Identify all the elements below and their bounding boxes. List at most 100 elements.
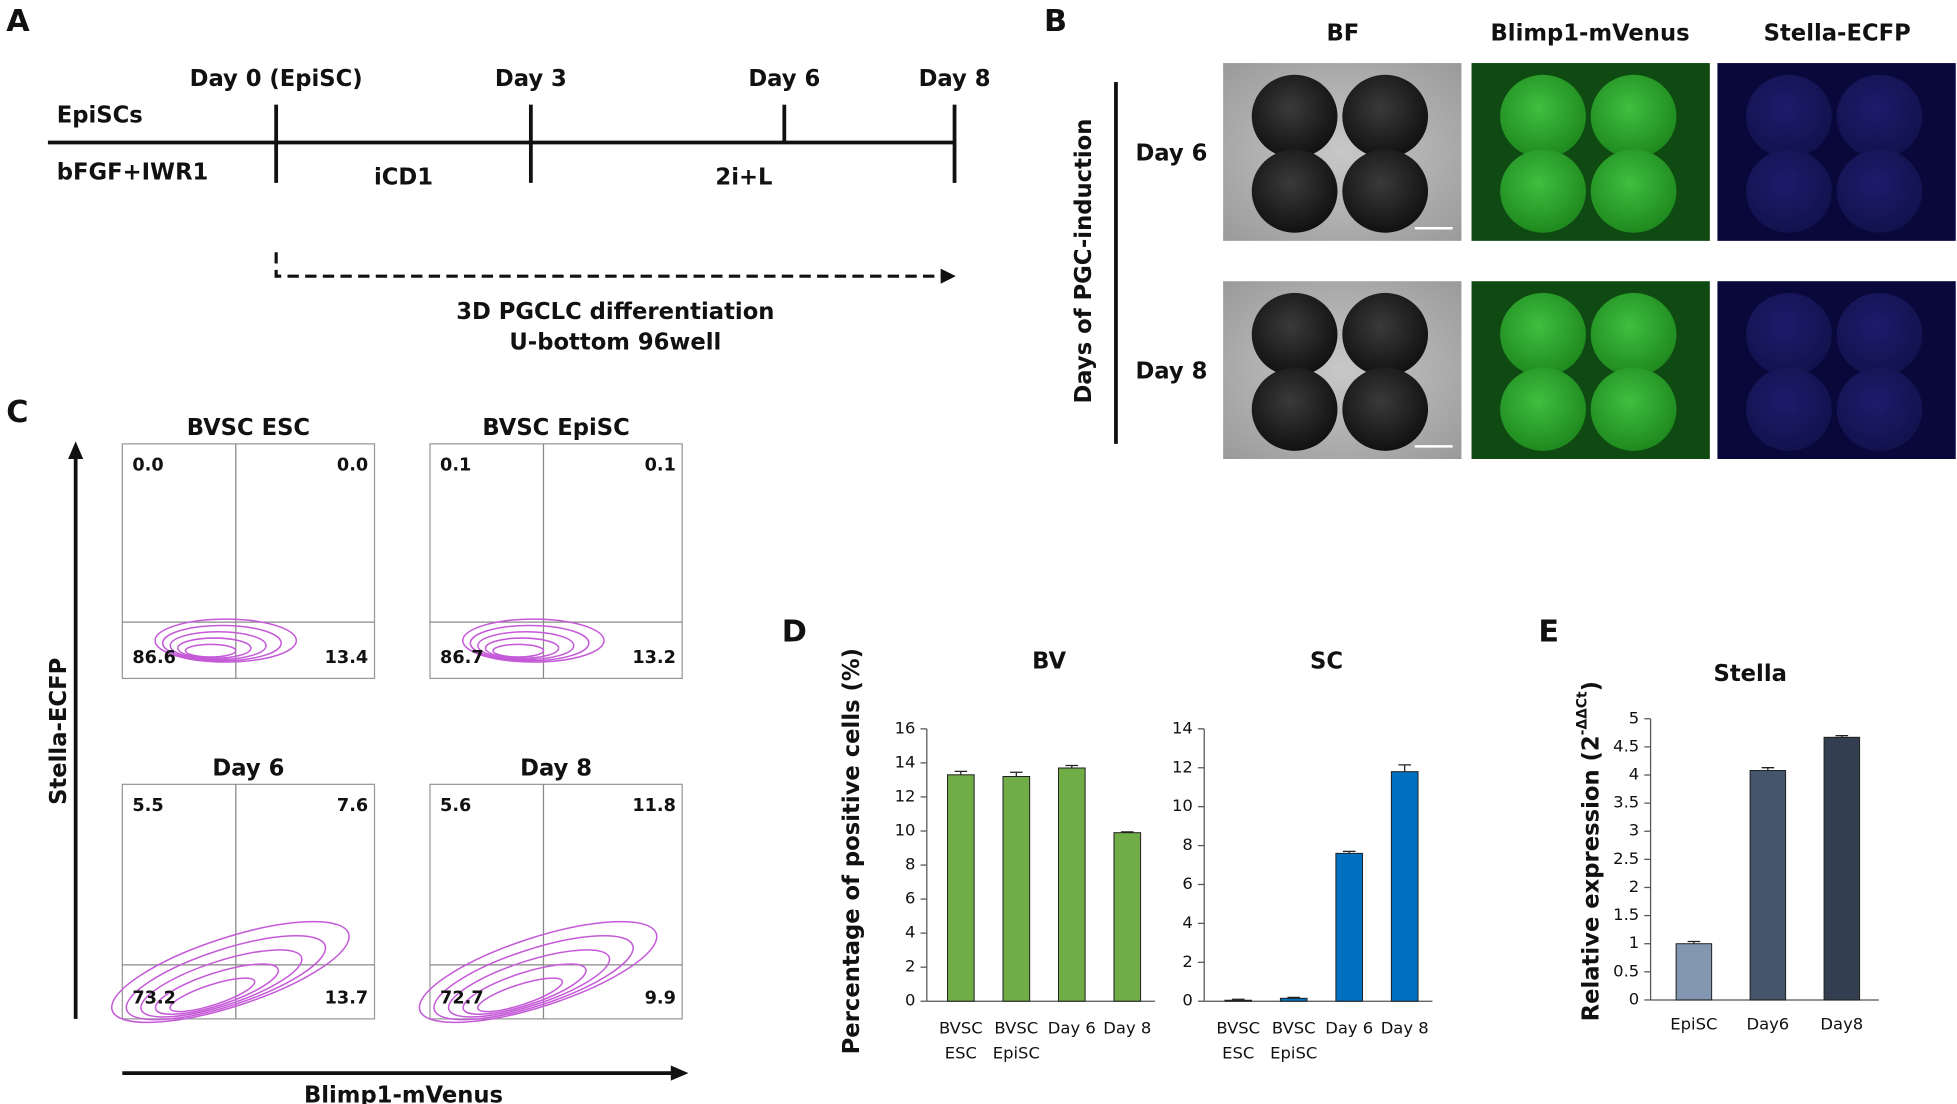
error-bar bbox=[1342, 850, 1356, 854]
y-tick-label: 4 bbox=[1629, 764, 1639, 783]
stage-label: Day 0 (EpiSC) bbox=[190, 66, 363, 92]
flow-plots: BVSC ESC 0.0 0.0 86.6 13.4 BVSC EpiSC 0.1 0.1 86… bbox=[110, 415, 683, 1024]
medium: bFGF+IWR1 bbox=[57, 159, 209, 185]
plot-title: Day 8 bbox=[520, 756, 592, 782]
embryoid-body bbox=[1500, 292, 1586, 377]
embryoid-body bbox=[1342, 367, 1429, 451]
contour bbox=[418, 920, 658, 1024]
bar bbox=[1057, 767, 1086, 1002]
plot-title: BVSC ESC bbox=[187, 415, 310, 441]
x-tick-label: Day 8 bbox=[1103, 1018, 1151, 1037]
process: 3D PGCLC differentiation bbox=[456, 299, 774, 325]
y-tick-label: 3 bbox=[1629, 821, 1639, 840]
y-tick-label: 0 bbox=[1629, 989, 1639, 1008]
y-tick-label: 1 bbox=[1629, 933, 1639, 952]
y-tick-label: 16 bbox=[895, 718, 916, 737]
y-tick-label: 12 bbox=[1172, 757, 1193, 776]
error-bar bbox=[1010, 771, 1023, 777]
quadrant-value: 7.6 bbox=[337, 796, 368, 816]
contour bbox=[140, 949, 303, 1018]
y-axis-label: Percentage of positive cells (%) bbox=[839, 648, 865, 1054]
contour bbox=[469, 624, 590, 662]
panel-letter: E bbox=[1538, 615, 1559, 650]
error-bar bbox=[1761, 767, 1775, 771]
bar bbox=[1279, 997, 1308, 1002]
embryoid-body bbox=[1590, 367, 1677, 451]
panel-letter: B bbox=[1044, 4, 1067, 39]
plot-frame bbox=[121, 783, 376, 1020]
quadrant-value: 86.7 bbox=[440, 648, 484, 668]
contour bbox=[433, 934, 634, 1021]
contour bbox=[169, 977, 256, 1013]
embryoid-body bbox=[1590, 74, 1677, 159]
bar bbox=[947, 774, 975, 1002]
embryoid-body bbox=[1590, 292, 1677, 377]
y-tick-label: 14 bbox=[1172, 718, 1193, 737]
quadrant-value: 9.9 bbox=[645, 989, 676, 1009]
y-tick-label: 4.5 bbox=[1613, 736, 1639, 755]
y-tick-label: 5 bbox=[1629, 708, 1639, 727]
x-tick-label: BVSC bbox=[1272, 1018, 1316, 1037]
y-tick-label: 0 bbox=[1182, 991, 1192, 1010]
channel-label: Blimp1-mVenus bbox=[1491, 21, 1690, 47]
channel-label: BF bbox=[1327, 21, 1360, 47]
arrow-head bbox=[68, 441, 84, 460]
x-tick-label: BVSC bbox=[1216, 1018, 1260, 1037]
contour bbox=[125, 934, 327, 1021]
embryoid-body bbox=[1746, 149, 1832, 233]
y-label-sup: -ΔΔCt bbox=[1574, 691, 1590, 735]
micrograph bbox=[1717, 281, 1956, 460]
timeline bbox=[47, 104, 957, 183]
x-tick-label: ESC bbox=[945, 1044, 977, 1063]
contour bbox=[154, 618, 298, 663]
quadrant-value: 0.1 bbox=[440, 455, 471, 475]
arrow-head bbox=[940, 268, 956, 284]
micrograph bbox=[1471, 63, 1710, 241]
row-label: Day 6 bbox=[1135, 140, 1207, 166]
y-tick-label: 12 bbox=[895, 786, 916, 805]
error-bar bbox=[1231, 998, 1245, 1001]
y-tick-label: 6 bbox=[1182, 874, 1192, 893]
stage-label: Day 3 bbox=[495, 66, 567, 92]
embryoid-body bbox=[1836, 74, 1923, 159]
stage-label: Day 8 bbox=[919, 66, 991, 92]
image-grid bbox=[1223, 63, 1956, 460]
contour bbox=[161, 624, 282, 662]
y-tick-label: 0.5 bbox=[1613, 961, 1639, 980]
panel-letter: C bbox=[6, 395, 28, 430]
y-tick-label: 10 bbox=[895, 820, 916, 839]
embryoid-body bbox=[1746, 367, 1832, 451]
embryoid-body bbox=[1746, 74, 1832, 159]
micrograph bbox=[1223, 63, 1462, 241]
embryoid-body bbox=[1251, 74, 1338, 159]
bar bbox=[1002, 776, 1031, 1002]
micrograph bbox=[1717, 63, 1956, 241]
quadrant-value: 13.2 bbox=[632, 648, 676, 668]
y-tick-label: 4 bbox=[1182, 913, 1192, 932]
contour bbox=[184, 643, 237, 658]
y-tick-label: 10 bbox=[1172, 796, 1193, 815]
embryoid-body bbox=[1500, 74, 1586, 159]
contour bbox=[484, 637, 560, 659]
error-bar bbox=[1287, 996, 1301, 999]
quadrant-value: 13.7 bbox=[325, 989, 369, 1009]
embryoid-body bbox=[1342, 292, 1429, 377]
x-tick-label: Day8 bbox=[1820, 1015, 1863, 1034]
quadrant-value: 13.4 bbox=[325, 648, 369, 668]
axis-label: Days of PGC-induction bbox=[1071, 119, 1097, 404]
quadrant-value: 5.6 bbox=[440, 796, 471, 816]
x-tick-label: EpiSC bbox=[993, 1044, 1040, 1063]
row-label: Day 8 bbox=[1135, 358, 1207, 384]
bar bbox=[1823, 736, 1861, 1001]
embryoid-body bbox=[1251, 367, 1338, 451]
y-axis-label: Relative expression (2-ΔΔCt) bbox=[1574, 681, 1603, 1021]
bar bbox=[1224, 999, 1253, 1002]
contour bbox=[462, 618, 605, 663]
contour bbox=[110, 920, 350, 1024]
contour bbox=[177, 637, 252, 659]
y-tick-label: 4 bbox=[905, 923, 915, 942]
y-tick-label: 2 bbox=[905, 957, 915, 976]
y-label-part: ) bbox=[1578, 681, 1604, 691]
y-tick-label: 2.5 bbox=[1613, 849, 1639, 868]
embryoid-body bbox=[1342, 149, 1429, 233]
